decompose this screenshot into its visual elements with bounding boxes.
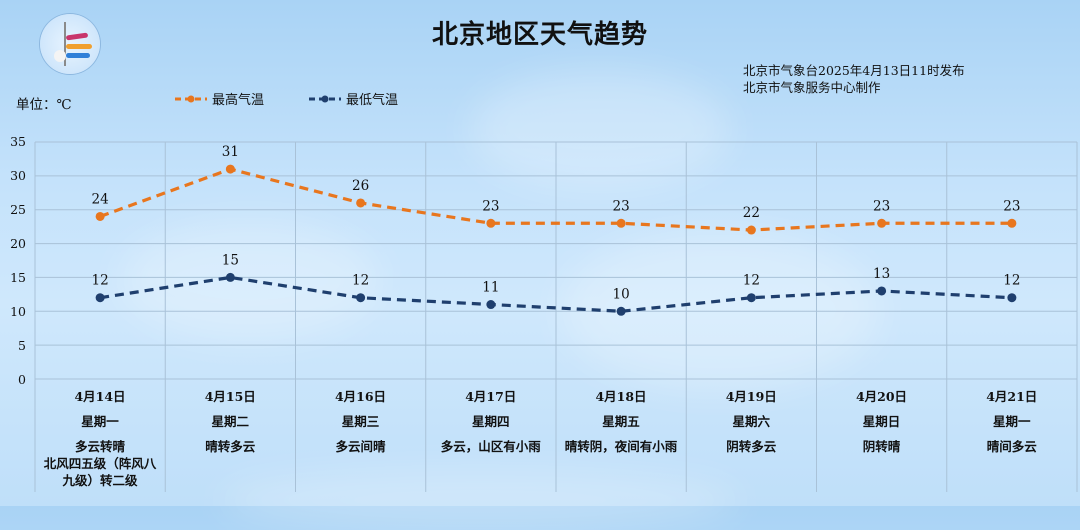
y-tick: 10 xyxy=(10,304,26,319)
forecast-day-column: 4月15日星期二晴转多云 xyxy=(165,382,295,455)
forecast-date: 4月15日 xyxy=(204,389,256,404)
forecast-weekday: 星期二 xyxy=(211,414,249,429)
data-value-label: 15 xyxy=(222,252,239,268)
forecast-weekday: 星期一 xyxy=(992,414,1031,429)
data-value-label: 12 xyxy=(1003,273,1020,289)
chart-grid xyxy=(34,141,1078,492)
low-line-legend-icon xyxy=(309,95,341,102)
legend-item-low: 最低气温 xyxy=(308,89,398,108)
data-point-marker xyxy=(746,293,756,303)
legend-low-label: 最低气温 xyxy=(346,93,399,108)
forecast-weather: 多云转晴 xyxy=(74,439,125,454)
forecast-date: 4月16日 xyxy=(334,389,387,404)
y-tick: 0 xyxy=(18,372,26,387)
data-point-marker xyxy=(877,286,887,296)
meteorological-service-logo xyxy=(40,14,100,74)
forecast-wind: 九级）转二级 xyxy=(62,473,138,488)
forecast-date: 4月18日 xyxy=(595,389,647,404)
y-tick: 20 xyxy=(10,236,26,251)
temperature-chart: 24 31 26 23 23 22 23 23 12 15 12 11 10 12 13 12 xyxy=(34,141,1078,492)
issue-time: 北京市气象台2025年4月13日11时发布 xyxy=(743,63,965,78)
data-value-label: 24 xyxy=(92,191,109,207)
data-point-marker xyxy=(486,300,496,310)
data-value-label: 26 xyxy=(352,178,369,194)
forecast-date: 4月17日 xyxy=(465,389,517,404)
forecast-day-column: 4月20日星期日阴转晴 xyxy=(817,382,947,455)
data-point-marker xyxy=(95,293,105,303)
forecast-weekday: 星期四 xyxy=(471,414,510,429)
forecast-date: 4月20日 xyxy=(855,389,908,404)
chart-series: 24 31 26 23 23 22 23 23 12 15 12 11 10 12 13 12 xyxy=(92,144,1020,316)
forecast-date: 4月21日 xyxy=(986,389,1038,404)
low-temp-series: 12 15 12 11 10 12 13 12 xyxy=(92,252,1020,316)
data-point-marker xyxy=(225,272,235,282)
data-value-label: 31 xyxy=(222,144,239,160)
data-point-marker xyxy=(356,293,366,303)
forecast-day-column: 4月21日星期一晴间多云 xyxy=(947,382,1077,455)
y-tick: 5 xyxy=(18,338,26,353)
data-value-label: 23 xyxy=(873,198,890,214)
forecast-date: 4月14日 xyxy=(74,389,126,404)
data-point-marker xyxy=(877,218,887,228)
forecast-day-column: 4月18日星期五晴转阴，夜间有小雨 xyxy=(556,382,686,455)
data-point-marker xyxy=(486,218,496,228)
data-value-label: 22 xyxy=(743,205,760,221)
data-point-marker xyxy=(225,164,235,174)
data-point-marker xyxy=(1007,218,1017,228)
data-value-label: 11 xyxy=(482,280,499,296)
high-line-legend-icon xyxy=(175,95,207,102)
data-value-label: 12 xyxy=(743,273,760,289)
data-value-label: 23 xyxy=(482,198,499,214)
data-value-label: 23 xyxy=(1003,198,1020,214)
forecast-weekday: 星期五 xyxy=(602,414,640,429)
data-point-marker xyxy=(616,306,626,316)
forecast-wind: 北风四五级（阵风八 xyxy=(43,456,157,471)
data-point-marker xyxy=(1007,293,1017,303)
forecast-day-column: 4月19日星期六阴转多云 xyxy=(686,382,816,455)
issuer-info: 北京市气象台2025年4月13日11时发布 北京市气象服务中心制作 xyxy=(743,62,965,96)
page-title: 北京地区天气趋势 xyxy=(431,20,648,50)
data-value-label: 13 xyxy=(873,266,890,282)
forecast-weekday: 星期一 xyxy=(81,414,119,429)
forecast-weekday: 星期日 xyxy=(862,414,901,429)
forecast-weather: 多云，山区有小雨 xyxy=(440,439,541,454)
forecast-weather: 多云间晴 xyxy=(335,439,386,454)
data-point-marker xyxy=(95,211,105,221)
data-point-marker xyxy=(616,218,626,228)
forecast-weekday: 星期六 xyxy=(732,414,770,429)
unit-label: 单位：℃ xyxy=(16,97,72,113)
high-temp-series: 24 31 26 23 23 22 23 23 xyxy=(92,144,1020,235)
y-tick: 30 xyxy=(10,168,26,183)
producer: 北京市气象服务中心制作 xyxy=(743,80,881,95)
forecast-weather: 阴转晴 xyxy=(862,439,901,454)
forecast-weekday: 星期三 xyxy=(341,414,380,429)
y-tick: 25 xyxy=(10,202,26,217)
forecast-date: 4月19日 xyxy=(725,389,777,404)
data-value-label: 12 xyxy=(352,273,369,289)
y-tick: 35 xyxy=(10,134,26,149)
data-value-label: 12 xyxy=(92,273,109,289)
forecast-weather: 晴转多云 xyxy=(205,439,256,454)
forecast-weather: 晴间多云 xyxy=(986,439,1037,454)
data-point-marker xyxy=(746,225,756,235)
data-point-marker xyxy=(356,198,366,208)
forecast-day-column: 4月16日星期三多云间晴 xyxy=(296,382,426,455)
legend-item-high: 最高气温 xyxy=(174,89,264,108)
data-value-label: 23 xyxy=(613,198,630,214)
legend-high-label: 最高气温 xyxy=(212,93,265,108)
forecast-weather: 晴转阴，夜间有小雨 xyxy=(564,439,678,454)
forecast-day-column: 4月14日星期一多云转晴北风四五级（阵风八 九级）转二级 xyxy=(35,382,165,489)
forecast-weather: 阴转多云 xyxy=(726,439,777,454)
forecast-day-column: 4月17日星期四多云，山区有小雨 xyxy=(426,382,556,455)
y-tick: 15 xyxy=(10,270,26,285)
data-value-label: 10 xyxy=(613,286,630,302)
